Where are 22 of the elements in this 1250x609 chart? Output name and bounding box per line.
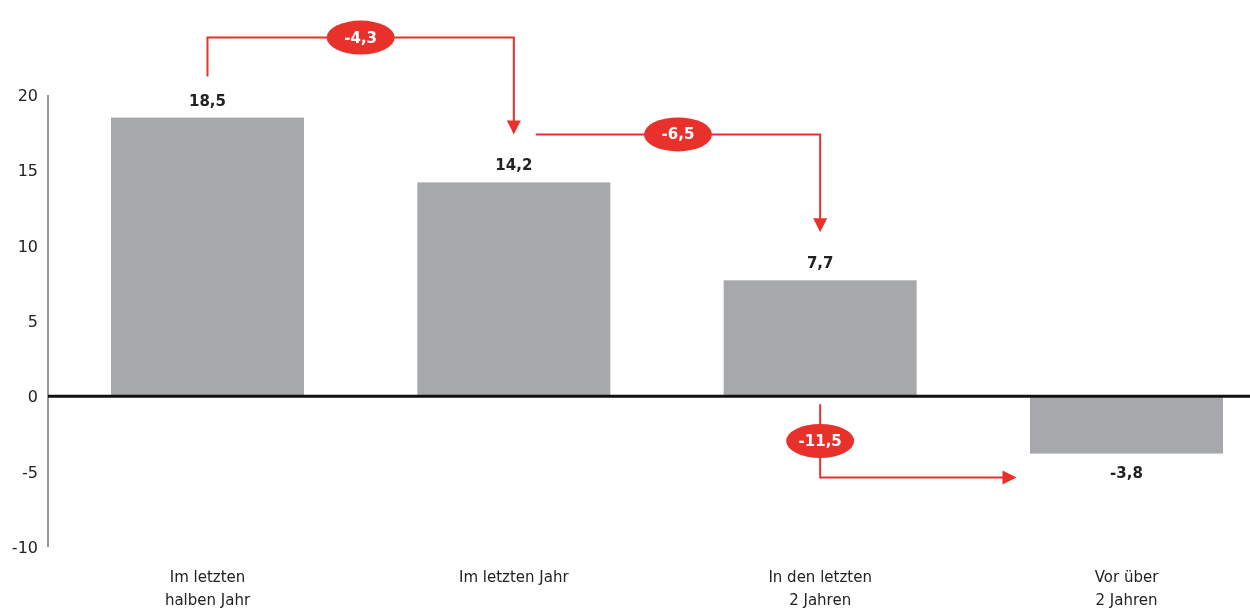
y-tick-label: 0 [27, 387, 38, 407]
y-tick-label: -5 [22, 462, 38, 482]
text: -4,3 [344, 28, 378, 47]
annotation: -6,5 [661, 125, 695, 144]
bar [1030, 396, 1223, 454]
data-label: 18,5 [188, 91, 226, 110]
y-tick-label: 10 [17, 236, 38, 256]
data-label: -3,8 [1110, 463, 1143, 482]
bar [111, 117, 304, 397]
bar [723, 280, 917, 397]
y-tick-label: 15 [17, 161, 38, 181]
y-tick-label: 20 [17, 86, 38, 105]
x-tick-label: In den letzten 2 Jahren [768, 568, 872, 609]
data-label: 7,7 [806, 254, 834, 273]
annotation: -11,5 [798, 431, 842, 450]
y-tick-label: 5 [27, 312, 38, 331]
x-tick-label: Im letzten halben Jahr [164, 568, 251, 609]
data-label: 14,2 [495, 156, 533, 175]
y-tick-label: -10 [11, 538, 38, 557]
x-tick-label: Vor über 2 Jahren [1094, 568, 1160, 609]
x-tick-label: Im letzten Jahr [459, 568, 570, 586]
bar [417, 182, 611, 397]
